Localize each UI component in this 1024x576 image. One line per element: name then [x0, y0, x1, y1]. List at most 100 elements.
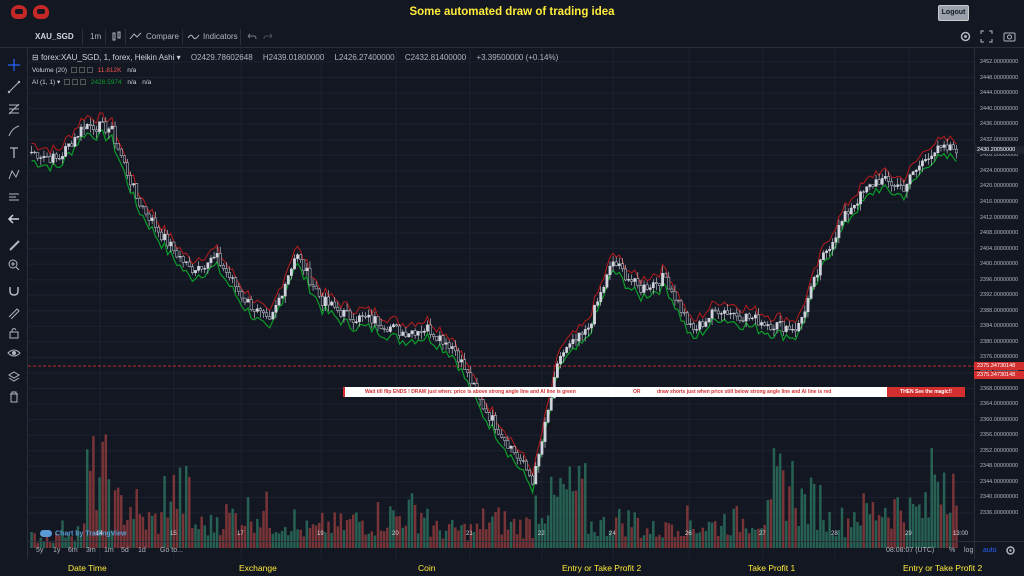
- remove-toggle[interactable]: [80, 79, 87, 86]
- candle-body: [141, 205, 145, 208]
- compare-button[interactable]: Compare: [146, 32, 179, 41]
- series-title[interactable]: forex:XAU_SGD, 1, forex, Heikin Ashi: [40, 53, 175, 62]
- chart-pane[interactable]: ⊟ forex:XAU_SGD, 1, forex, Heikin Ashi ▾…: [28, 48, 974, 566]
- volume-bar: [803, 494, 807, 548]
- zoom-icon[interactable]: [7, 258, 21, 272]
- candle-body: [240, 291, 244, 299]
- candle-body: [342, 310, 346, 317]
- prediction-icon[interactable]: [7, 190, 21, 204]
- dropdown-icon[interactable]: ▾: [176, 53, 181, 62]
- stay-drawing-icon[interactable]: [7, 305, 21, 319]
- settings-icon[interactable]: [959, 30, 972, 43]
- visibility-toggle[interactable]: [70, 67, 77, 74]
- lock-icon[interactable]: [7, 326, 21, 340]
- layers-icon[interactable]: [7, 370, 21, 384]
- candle-body: [942, 144, 946, 148]
- goto-button[interactable]: Go to...: [160, 547, 183, 554]
- dropdown-icon[interactable]: ▾: [56, 79, 61, 86]
- collapse-icon[interactable]: ⊟: [32, 53, 41, 62]
- settings-toggle[interactable]: [72, 79, 79, 86]
- camera-icon[interactable]: [1003, 30, 1016, 43]
- ruler-icon[interactable]: [7, 238, 21, 252]
- candle-body: [602, 286, 606, 293]
- trend-line-icon[interactable]: [7, 80, 21, 94]
- fullscreen-icon[interactable]: [980, 30, 993, 43]
- volume-bar: [692, 529, 695, 548]
- time-axis[interactable]: 14 15 17 19 20 21 22 24 26 27 28 29 13:00: [28, 529, 974, 541]
- volume-bar: [775, 466, 779, 548]
- footer-date-time[interactable]: Date Time: [68, 563, 107, 573]
- range-5y[interactable]: 5y: [36, 547, 44, 554]
- volume-bar: [147, 512, 151, 548]
- volume-bar: [429, 536, 432, 548]
- range-1y[interactable]: 1y: [53, 547, 61, 554]
- volume-bar: [141, 516, 145, 548]
- footer-entry-tp2-right[interactable]: Entry or Take Profit 2: [903, 563, 983, 573]
- trash-icon[interactable]: [7, 390, 21, 404]
- compare-icon[interactable]: [129, 30, 142, 43]
- range-5d[interactable]: 5d: [121, 547, 129, 554]
- current-price-badge: 2430.20050000: [974, 146, 1024, 154]
- volume-bar: [438, 530, 442, 548]
- range-1d[interactable]: 1d: [138, 547, 146, 554]
- volume-bar: [828, 511, 831, 548]
- undo-icon[interactable]: [245, 30, 258, 43]
- back-arrow-icon[interactable]: [7, 212, 21, 226]
- candle-body: [305, 267, 309, 271]
- redo-icon[interactable]: [262, 30, 275, 43]
- volume-bar: [497, 507, 500, 548]
- symbol-search[interactable]: XAU_SGD: [35, 32, 74, 41]
- candle-body: [160, 231, 163, 241]
- volume-bar: [549, 476, 553, 548]
- candle-body: [846, 211, 850, 215]
- trading-idea-banner[interactable]: Wait till flip ENDS ! DRAW just when: pr…: [343, 387, 965, 397]
- candle-body: [172, 241, 176, 251]
- volume-title[interactable]: Volume (20): [32, 67, 68, 74]
- crosshair-icon[interactable]: [7, 58, 21, 72]
- price-axis[interactable]: 2452.00000000 2448.00000000 2444.00000000 2…: [974, 48, 1024, 566]
- footer-coin[interactable]: Coin: [418, 563, 436, 573]
- volume-bar: [197, 529, 200, 548]
- interval-select[interactable]: 1m: [90, 32, 102, 41]
- pattern-icon[interactable]: [7, 168, 21, 182]
- remove-toggle[interactable]: [86, 67, 93, 74]
- ai-title[interactable]: AI (1, 1): [32, 79, 56, 86]
- indicators-button[interactable]: Indicators: [203, 32, 238, 41]
- magnet-icon[interactable]: [7, 284, 21, 298]
- range-6m[interactable]: 6m: [68, 547, 78, 554]
- percent-toggle[interactable]: %: [949, 547, 956, 554]
- brush-icon[interactable]: [7, 124, 21, 138]
- volume-bar: [682, 536, 686, 548]
- price-chart[interactable]: [28, 48, 974, 566]
- candle-body: [215, 253, 219, 258]
- logout-button[interactable]: Logout: [938, 5, 969, 21]
- log-toggle[interactable]: log: [964, 547, 974, 554]
- auto-toggle[interactable]: auto: [983, 547, 997, 554]
- candle-body: [856, 203, 859, 206]
- footer-tp1[interactable]: Take Profit 1: [748, 563, 796, 573]
- volume-bar: [410, 493, 414, 548]
- eye-icon[interactable]: [7, 346, 21, 360]
- volume-bar: [209, 514, 213, 548]
- candle-body: [110, 125, 114, 130]
- gear-icon[interactable]: [1005, 545, 1016, 556]
- footer-entry-tp2[interactable]: Entry or Take Profit 2: [562, 563, 642, 573]
- settings-toggle[interactable]: [78, 67, 85, 74]
- clock-display[interactable]: 08:08:07 (UTC): [886, 547, 935, 554]
- range-3m[interactable]: 3m: [86, 547, 96, 554]
- fib-icon[interactable]: [7, 102, 21, 116]
- toolbar-divider: [125, 29, 126, 45]
- toolbar-divider: [82, 29, 83, 45]
- candle-body: [67, 143, 71, 147]
- candle-body: [333, 301, 337, 308]
- candle-body: [747, 313, 751, 319]
- visibility-toggle[interactable]: [64, 79, 71, 86]
- footer-exchange[interactable]: Exchange: [239, 563, 277, 573]
- candle-body: [70, 143, 74, 147]
- candle-body: [800, 317, 804, 324]
- chart-style-icon[interactable]: [110, 30, 123, 43]
- indicators-icon[interactable]: [187, 30, 200, 43]
- range-1m[interactable]: 1m: [104, 547, 114, 554]
- text-icon[interactable]: [7, 146, 21, 160]
- tradingview-watermark[interactable]: Chart by TradingView: [40, 530, 126, 537]
